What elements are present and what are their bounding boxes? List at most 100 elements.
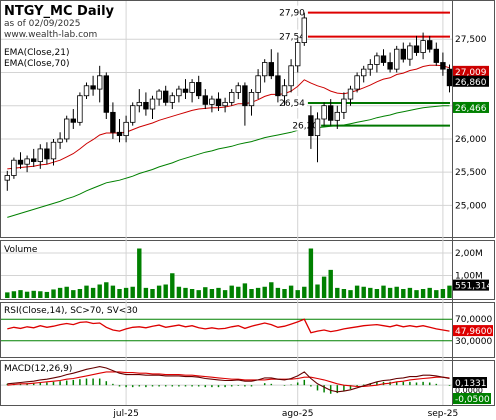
candle-body <box>50 141 57 160</box>
volume-bar <box>262 286 267 298</box>
volume-bar <box>5 292 10 298</box>
ema-slow-line <box>7 105 450 218</box>
volume-bar <box>249 289 254 298</box>
volume-bar <box>137 248 142 298</box>
volume-bar <box>229 285 234 298</box>
volume-bar <box>282 289 287 298</box>
candle-body <box>235 85 241 93</box>
volume-bar <box>387 287 393 298</box>
candle-body <box>360 68 367 77</box>
price-level-label: 27,90 <box>279 9 305 19</box>
volume-bar <box>24 291 30 298</box>
volume-bar <box>269 282 274 298</box>
volume-bar <box>11 291 17 298</box>
volume-bar <box>176 286 182 298</box>
candle-body <box>308 115 314 137</box>
candle-body <box>123 121 129 137</box>
macd-line <box>7 366 450 393</box>
rsi-last-tag: 47,9600 <box>455 327 492 337</box>
candle-body <box>4 175 10 181</box>
candle-body <box>420 40 426 53</box>
volume-bar <box>31 290 36 298</box>
volume-bar <box>84 285 89 298</box>
candle-body <box>209 98 215 105</box>
website-label: www.wealth-lab.com <box>4 30 97 40</box>
candle-body <box>255 75 261 93</box>
volume-bar <box>315 284 320 298</box>
volume-bar <box>447 285 452 298</box>
time-axis-tick-label: ago-25 <box>282 409 314 419</box>
macd-last-tag: 0,1331 <box>455 379 487 389</box>
candle-body <box>156 90 162 100</box>
candle-body <box>228 92 235 103</box>
price-axis-tick-label: 25,000 <box>455 201 487 211</box>
candle-body <box>97 75 103 90</box>
candle-body <box>110 111 116 133</box>
candle-body <box>341 98 347 113</box>
volume-bar <box>427 287 432 298</box>
volume-bar <box>110 285 116 298</box>
candle-body <box>242 85 248 107</box>
volume-bar <box>216 287 221 298</box>
candle-body <box>17 159 24 165</box>
candle-body <box>446 68 453 87</box>
candle-body <box>433 48 439 63</box>
candle-body <box>189 82 195 93</box>
last-value-tag-bg <box>453 75 489 87</box>
volume-bar <box>143 287 149 298</box>
volume-bar <box>401 289 406 298</box>
volume-bar <box>71 290 76 298</box>
candle-body <box>400 48 406 60</box>
volume-bar <box>183 287 188 298</box>
volume-bar <box>38 291 43 298</box>
volume-bar <box>18 290 23 298</box>
candle-body <box>314 118 321 137</box>
volume-bar <box>196 290 201 298</box>
candle-body <box>380 55 387 63</box>
volume-bar <box>77 289 83 298</box>
rsi-layer <box>1 318 452 342</box>
rsi-panel-title: RSI(Close,14), SC>70, SV<30 <box>4 306 138 316</box>
volume-bar <box>361 286 366 298</box>
macd-panel-title: MACD(12,26,9) <box>4 364 72 374</box>
volume-bar <box>328 269 333 298</box>
volume-bar <box>308 248 314 298</box>
volume-bar <box>407 287 413 298</box>
price-level-label-bg <box>279 5 307 18</box>
candle-body <box>334 111 340 121</box>
candle-body <box>37 148 43 162</box>
volume-bar <box>44 291 50 298</box>
volume-bar <box>97 284 102 298</box>
candle-body <box>149 98 156 110</box>
candle-body <box>393 48 400 70</box>
last-value-tag: 26,860 <box>455 78 487 88</box>
volume-bar <box>394 286 399 298</box>
volume-bar <box>434 290 439 298</box>
rsi-panel-frame <box>0 302 495 358</box>
ema-layer <box>7 64 450 218</box>
volume-bar <box>414 290 419 298</box>
price-panel-frame <box>0 0 495 238</box>
candle-body <box>182 88 189 93</box>
volume-bar <box>288 285 294 298</box>
candle-body <box>176 88 182 97</box>
volume-last-tag-bg <box>453 279 489 291</box>
chart-title: NTGY_MC Daily <box>4 4 115 19</box>
candle-body <box>222 101 228 107</box>
candle-body <box>321 105 327 120</box>
macd-signal-line <box>7 371 450 388</box>
volume-layer <box>5 248 452 298</box>
candle-body <box>413 45 420 53</box>
price-level-label: 27,54 <box>279 33 305 43</box>
candle-body <box>301 17 307 43</box>
as-of-date: as of 02/09/2025 <box>4 19 80 29</box>
candle-body <box>374 55 380 65</box>
volume-bar <box>420 289 426 298</box>
volume-bar <box>321 276 327 298</box>
macd-signal-tag-bg <box>453 393 491 404</box>
last-value-tag-bg <box>453 101 489 113</box>
volume-bar <box>156 285 162 298</box>
candle-body <box>202 95 208 105</box>
price-axis-tick-label: 26,000 <box>455 135 487 145</box>
